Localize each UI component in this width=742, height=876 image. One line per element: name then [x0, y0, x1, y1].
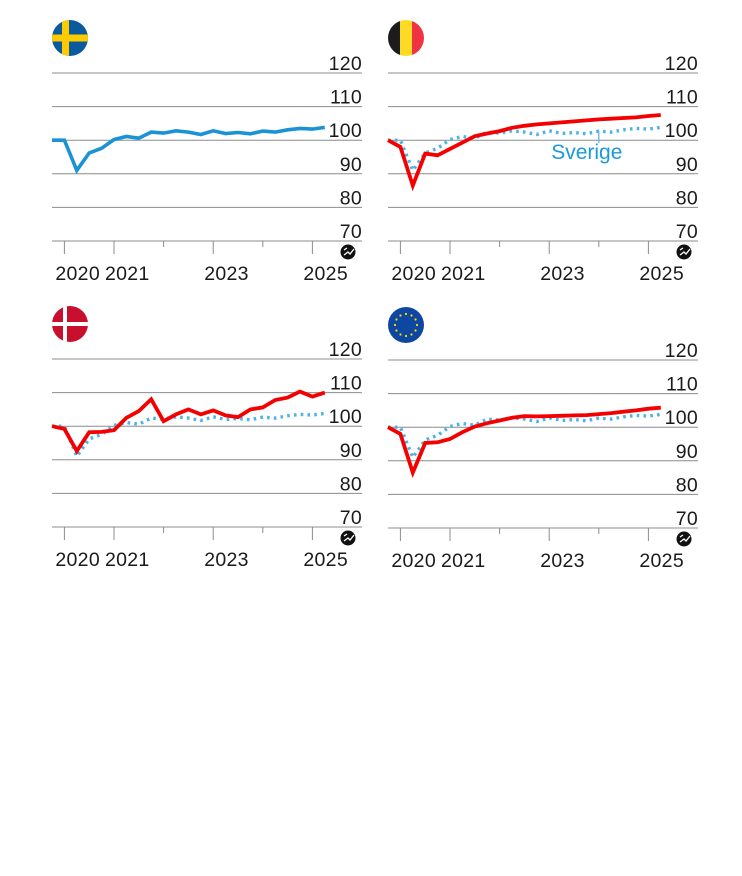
bloomberg-source-icon	[340, 244, 356, 260]
y-tick-label: 120	[665, 340, 698, 362]
eu-star	[414, 318, 417, 321]
chart-denmark: 120 110 100 90 80 70 2020 2021 2023 2025	[51, 339, 362, 571]
chart-eu: 120 110 100 90 80 70 2020 2021 2023 2025	[387, 340, 698, 572]
series-line-sverige-dotted	[388, 412, 662, 461]
bloomberg-source-icon	[676, 531, 692, 547]
eu-star	[404, 312, 408, 316]
x-tick-label: 2021	[441, 550, 486, 572]
x-tick-label: 2025	[639, 263, 684, 285]
x-tick-label: 2021	[105, 549, 150, 571]
y-tick-label: 100	[665, 120, 698, 142]
y-tick-label: 70	[340, 507, 362, 529]
x-tick-label: 2020	[391, 550, 436, 572]
eu-star	[415, 323, 419, 327]
x-tick-label: 2025	[303, 263, 348, 285]
y-tick-label: 80	[340, 187, 362, 209]
x-tick-label: 2020	[55, 263, 100, 285]
y-tick-label: 70	[340, 221, 362, 243]
series-line-sverige-dotted	[52, 411, 326, 460]
bloomberg-source-icon	[676, 244, 692, 260]
x-tick-label: 2021	[105, 263, 150, 285]
belgium-flag-icon	[388, 20, 424, 56]
series-line-belgien	[387, 113, 661, 192]
y-tick-label: 70	[676, 508, 698, 530]
chart-panel-belgium: 120 110 100 90 80 70 2020 2021 2023 2025 Sverige	[387, 20, 718, 300]
eu-star	[395, 329, 398, 332]
x-tick-label: 2025	[303, 549, 348, 571]
series-line-danmark	[51, 389, 326, 455]
x-tick-label: 2021	[441, 263, 486, 285]
y-tick-label: 120	[329, 339, 362, 361]
eu-star	[395, 318, 398, 321]
y-tick-label: 110	[666, 374, 698, 396]
x-tick-label: 2025	[639, 550, 684, 572]
y-tick-label: 80	[676, 474, 698, 496]
y-tick-label: 100	[329, 406, 362, 428]
eu-star	[399, 333, 402, 336]
chart-panel-eu: 120 110 100 90 80 70 2020 2021 2023 2025	[387, 307, 718, 587]
series-line-sverige	[52, 125, 326, 175]
chart-panel-denmark: 120 110 100 90 80 70 2020 2021 2023 2025	[51, 306, 382, 586]
eu-star	[399, 314, 402, 317]
chart-sweden: 120 110 100 90 80 70 2020 2021 2023 2025	[52, 53, 362, 285]
eu-star	[410, 333, 413, 336]
y-tick-label: 90	[340, 440, 362, 462]
eu-star	[410, 314, 413, 317]
y-tick-label: 90	[340, 154, 362, 176]
y-tick-label: 80	[676, 187, 698, 209]
x-tick-label: 2023	[540, 263, 585, 285]
denmark-flag-icon	[52, 306, 88, 342]
y-tick-label: 100	[329, 120, 362, 142]
sweden-flag-icon	[52, 20, 88, 56]
y-tick-label: 90	[676, 441, 698, 463]
y-tick-label: 70	[676, 221, 698, 243]
series-line-eu	[387, 405, 661, 479]
bloomberg-source-icon	[340, 530, 356, 546]
y-tick-label: 110	[330, 87, 362, 109]
annotation-label-sverige: Sverige	[551, 141, 622, 164]
y-tick-label: 120	[329, 53, 362, 75]
eu-star	[414, 329, 417, 332]
x-tick-label: 2023	[540, 550, 585, 572]
chart-belgium: 120 110 100 90 80 70 2020 2021 2023 2025 Sverige	[387, 53, 698, 285]
y-tick-label: 120	[665, 53, 698, 75]
x-tick-label: 2023	[204, 549, 249, 571]
series-line-sverige-dotted	[388, 125, 662, 174]
eu-flag-icon	[388, 307, 424, 343]
y-tick-label: 110	[666, 87, 698, 109]
y-tick-label: 100	[665, 407, 698, 429]
x-tick-label: 2020	[55, 549, 100, 571]
x-tick-label: 2023	[204, 263, 249, 285]
eu-star	[404, 334, 408, 338]
y-tick-label: 110	[330, 373, 362, 395]
y-tick-label: 80	[340, 473, 362, 495]
chart-panel-sweden: 120 110 100 90 80 70 2020 2021 2023 2025	[52, 20, 382, 300]
x-tick-label: 2020	[391, 263, 436, 285]
eu-star	[393, 323, 397, 327]
y-tick-label: 90	[676, 154, 698, 176]
